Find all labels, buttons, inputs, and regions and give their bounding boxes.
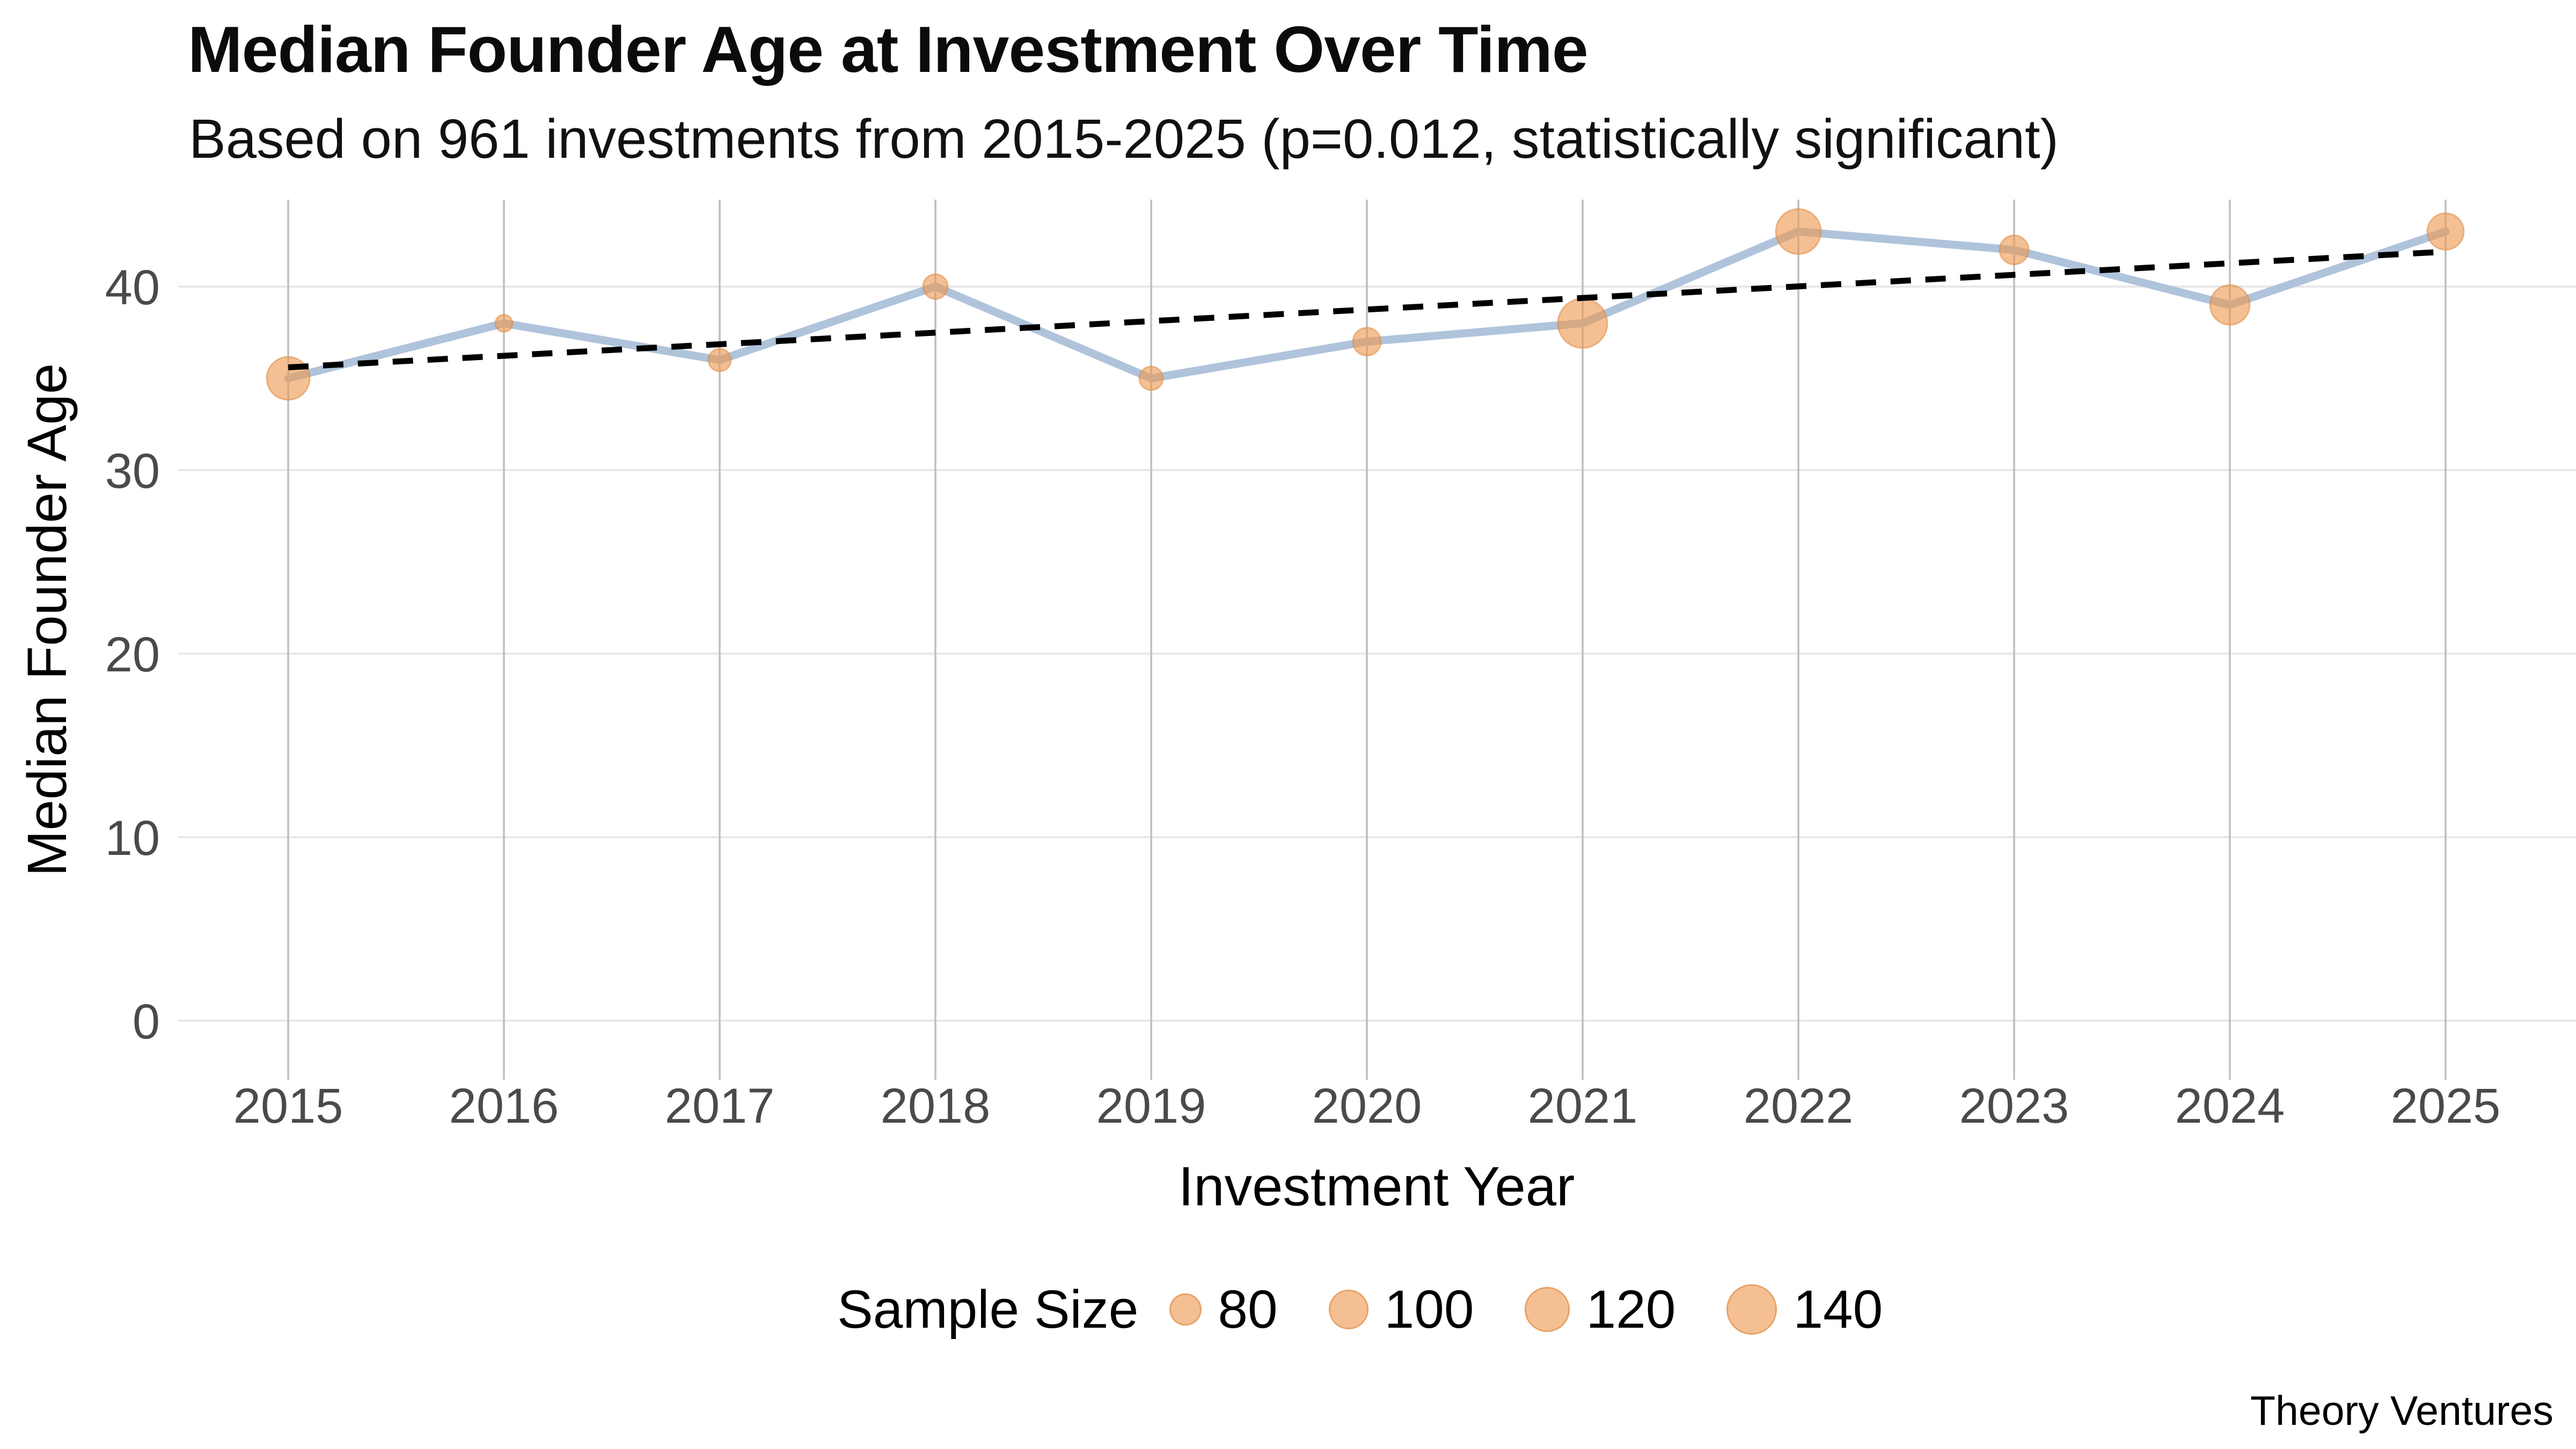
y-tick-label: 30 xyxy=(105,444,160,499)
legend-item-label: 140 xyxy=(1793,1279,1883,1340)
legend-item-label: 80 xyxy=(1218,1279,1278,1340)
legend-size-dot xyxy=(1328,1290,1368,1329)
legend-size-dot xyxy=(1726,1284,1777,1335)
data-point-2022[interactable] xyxy=(1775,208,1822,255)
data-point-2018[interactable] xyxy=(922,273,949,300)
x-tick-label: 2025 xyxy=(2391,1079,2501,1133)
x-tick-label: 2016 xyxy=(449,1079,559,1133)
legend-item-100[interactable]: 100 xyxy=(1328,1279,1474,1341)
y-tick-label: 0 xyxy=(133,994,160,1049)
brand-attribution: Theory Ventures xyxy=(2250,1388,2553,1434)
x-tick-label: 2020 xyxy=(1312,1079,1422,1133)
legend-item-80[interactable]: 80 xyxy=(1169,1279,1278,1341)
data-point-2024[interactable] xyxy=(2209,284,2251,326)
data-point-2016[interactable] xyxy=(494,313,514,333)
x-tick-label: 2021 xyxy=(1528,1079,1638,1133)
data-point-2020[interactable] xyxy=(1352,327,1382,357)
x-tick-label: 2022 xyxy=(1744,1079,1854,1133)
chart-title: Median Founder Age at Investment Over Ti… xyxy=(188,13,1589,86)
data-point-2025[interactable] xyxy=(2426,212,2465,251)
legend-size-dot xyxy=(1169,1293,1202,1326)
x-tick-label: 2018 xyxy=(881,1079,991,1133)
x-tick-label: 2017 xyxy=(665,1079,775,1133)
y-tick-label: 40 xyxy=(105,260,160,315)
data-point-2017[interactable] xyxy=(707,348,732,372)
x-tick-label: 2023 xyxy=(1959,1079,2069,1133)
trend-line xyxy=(288,248,2446,370)
legend-item-label: 120 xyxy=(1586,1279,1676,1340)
legend-item-120[interactable]: 120 xyxy=(1525,1279,1675,1341)
legend-size-dot xyxy=(1525,1287,1570,1332)
y-axis-title: Median Founder Age xyxy=(16,363,78,877)
legend-item-label: 100 xyxy=(1384,1279,1474,1340)
legend-title: Sample Size xyxy=(837,1279,1139,1340)
legend: Sample Size 80 100 120 140 xyxy=(837,1277,1883,1342)
legend-items: 80 100 120 140 xyxy=(1169,1279,1883,1341)
y-tick-label: 20 xyxy=(105,627,160,682)
data-point-2015[interactable] xyxy=(266,356,311,401)
data-point-2019[interactable] xyxy=(1138,365,1164,391)
data-point-2021[interactable] xyxy=(1557,297,1608,349)
chart-subtitle: Based on 961 investments from 2015-2025 … xyxy=(189,108,2059,170)
x-tick-label: 2019 xyxy=(1096,1079,1206,1133)
y-tick-label: 10 xyxy=(105,811,160,866)
data-point-2023[interactable] xyxy=(1999,235,2030,266)
x-tick-label: 2015 xyxy=(233,1079,343,1133)
x-tick-label: 2024 xyxy=(2175,1079,2285,1133)
x-axis-title: Investment Year xyxy=(1178,1155,1575,1217)
legend-item-140[interactable]: 140 xyxy=(1726,1279,1883,1341)
